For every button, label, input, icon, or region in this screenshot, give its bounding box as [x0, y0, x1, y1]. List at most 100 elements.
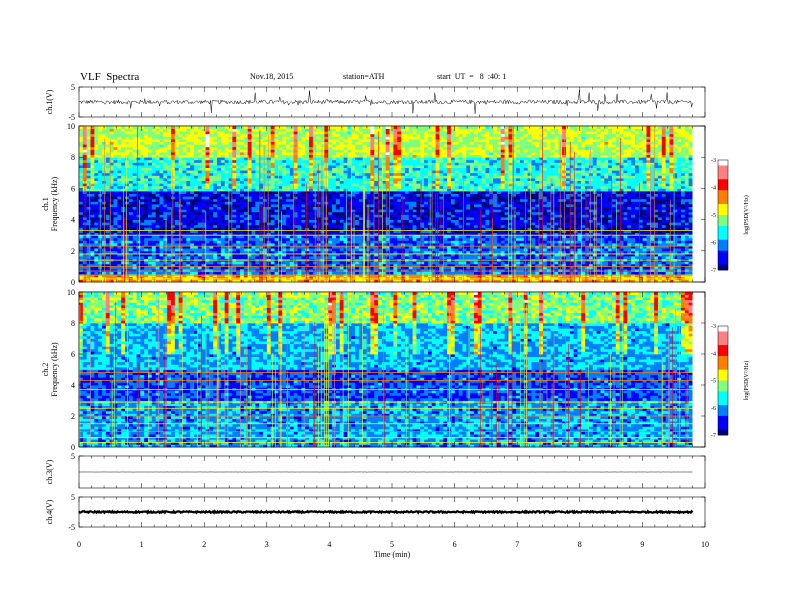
trace-ch.1(V): [78, 90, 693, 114]
colorbar-cell: [718, 358, 728, 362]
colorbar-cell: [718, 264, 728, 268]
colorbar-cell: [718, 347, 728, 351]
colorbar-tick-label: -7: [711, 268, 716, 274]
spectrogram-ch.1: [79, 126, 705, 283]
colorbar-cell: [718, 182, 728, 186]
y-axis-label: Frequency (kHz): [50, 176, 59, 231]
x-tick-label: 2: [202, 540, 206, 549]
colorbar-cell: [718, 361, 728, 365]
colorbar-cell: [718, 385, 728, 390]
y-axis-label: ch.3(V): [45, 459, 54, 484]
colorbar-cell: [718, 415, 728, 420]
no-data-region: [692, 126, 705, 282]
y-tick-label: 8: [71, 319, 75, 328]
y-tick-label: 10: [67, 288, 75, 297]
colorbar-tick-label: -3: [711, 158, 716, 164]
colorbar-cell: [718, 217, 728, 221]
colorbar-cell: [718, 198, 728, 202]
colorbar-frame: [717, 325, 729, 436]
colorbar-cell: [718, 375, 728, 379]
y-axis-label: Frequency (kHz): [50, 342, 59, 397]
x-tick-label: 9: [640, 540, 644, 549]
colorbar-cell: [718, 421, 728, 425]
colorbar-cell: [718, 184, 728, 188]
colorbar-label: log(PSD(V²/Hz): [743, 361, 750, 400]
colorbar-cell: [718, 396, 728, 400]
colorbar-cell: [718, 248, 728, 252]
colorbar-cell: [718, 259, 728, 263]
colorbar-cell: [718, 326, 728, 330]
colorbar-cell: [718, 424, 728, 428]
colorbar-cell: [718, 209, 728, 213]
x-tick-label: 5: [390, 540, 394, 549]
colorbar-cell: [718, 334, 728, 338]
colorbar-cell: [718, 372, 728, 376]
colorbar-tick-label: -4: [711, 351, 716, 357]
y-axis-label: ch.4(V): [45, 499, 54, 524]
x-tick-label: 3: [265, 540, 269, 549]
colorbar-tick-label: -6: [711, 241, 716, 247]
colorbar-tick-label: -3: [711, 324, 716, 330]
colorbar-cell: [718, 212, 728, 216]
colorbar-cell: [718, 418, 728, 422]
y-tick-label: 4: [71, 381, 75, 390]
colorbar-cell: [718, 336, 728, 341]
trace-ch.4(V): [78, 509, 694, 515]
colorbar-cell: [718, 228, 728, 232]
colorbar-cell: [718, 173, 728, 177]
y-axis-label: ch.1(V): [45, 89, 54, 114]
y-tick-label: -5: [68, 523, 75, 532]
colorbar-cell: [718, 353, 728, 357]
colorbar-cell: [718, 261, 728, 265]
date-label: Nov.18, 2015: [250, 72, 293, 81]
colorbar-cell: [718, 405, 728, 409]
colorbar-cell: [718, 328, 728, 332]
colorbar-cell: [718, 388, 728, 392]
y-tick-label: 2: [71, 412, 75, 421]
colorbar-cell: [718, 245, 728, 249]
no-data-region: [692, 292, 705, 447]
colorbar-tick-label: -7: [711, 433, 716, 439]
station-label: station=ATH: [343, 72, 384, 81]
colorbar-cell: [718, 339, 728, 343]
colorbar-cell: [718, 369, 728, 373]
colorbar-cell: [718, 226, 728, 230]
x-tick-label: 0: [77, 540, 81, 549]
x-tick-label: 10: [701, 540, 709, 549]
colorbar-frame: [717, 159, 729, 271]
colorbar-label: log(PSD(V²/Hz): [743, 195, 750, 234]
colorbar-cell: [718, 187, 728, 191]
colorbar-cell: [718, 179, 728, 183]
colorbar-cell: [718, 402, 728, 406]
colorbar-cell: [718, 204, 728, 208]
colorbar-cell: [718, 380, 728, 384]
colorbar-cell: [718, 377, 728, 381]
colorbar-cell: [718, 432, 728, 436]
colorbar-cell: [718, 342, 728, 346]
colorbar-cell: [718, 407, 728, 411]
x-tick-label: 8: [578, 540, 582, 549]
colorbar-cell: [718, 253, 728, 257]
colorbar-cell: [718, 171, 728, 175]
y-tick-label: 5: [71, 83, 75, 92]
colorbar-cell: [718, 366, 728, 370]
y-tick-label: 10: [67, 122, 75, 131]
colorbar-cell: [718, 267, 728, 271]
colorbar-cell: [718, 234, 728, 238]
colorbar-cell: [718, 231, 728, 235]
colorbar-cell: [718, 399, 728, 403]
y-tick-label: 6: [71, 350, 75, 359]
start-time-label: start UT = 8 :40: 1: [437, 72, 506, 81]
colorbar-cell: [718, 223, 728, 227]
colorbar-cell: [718, 206, 728, 210]
spectrogram-ch.2: [79, 292, 705, 448]
colorbar-cell: [718, 410, 728, 414]
x-tick-label: 4: [327, 540, 331, 549]
y-tick-label: 4: [71, 216, 75, 225]
colorbar-cell: [718, 250, 728, 254]
colorbar-cell: [718, 215, 728, 219]
chart-title: VLF Spectra: [80, 71, 139, 83]
colorbar-cell: [718, 383, 728, 387]
colorbar-cell: [718, 413, 728, 417]
